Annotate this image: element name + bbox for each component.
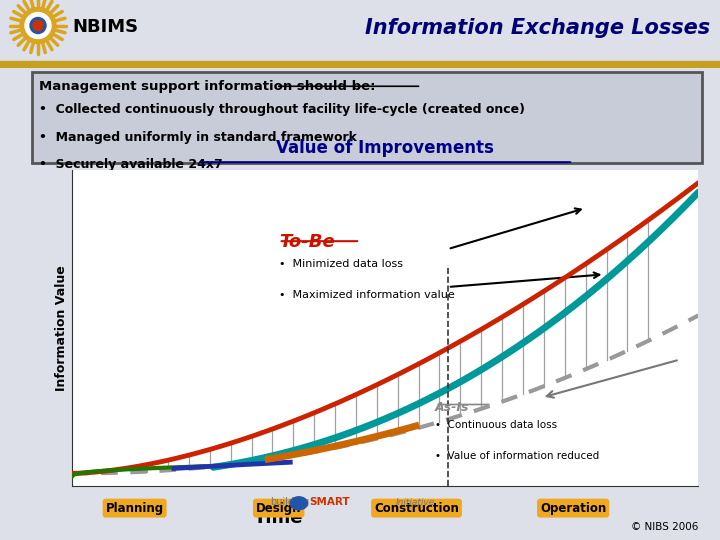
Text: Value of Improvements: Value of Improvements <box>276 139 494 158</box>
Text: As-Is: As-Is <box>436 401 470 414</box>
Y-axis label: Information Value: Information Value <box>55 265 68 391</box>
Text: Construction: Construction <box>374 502 459 515</box>
Text: NBIMS: NBIMS <box>72 18 138 37</box>
Text: Operation: Operation <box>540 502 606 515</box>
Text: Information Exchange Losses: Information Exchange Losses <box>365 17 710 37</box>
Text: •  Continuous data loss: • Continuous data loss <box>436 420 557 430</box>
Circle shape <box>20 8 56 44</box>
Circle shape <box>33 21 43 30</box>
Text: •  Managed uniformly in standard framework: • Managed uniformly in standard framewor… <box>39 131 357 144</box>
Text: Time: Time <box>254 509 303 526</box>
FancyBboxPatch shape <box>32 72 702 163</box>
Text: Planning: Planning <box>106 502 163 515</box>
Text: •  Maximized information value: • Maximized information value <box>279 290 454 300</box>
Circle shape <box>30 17 46 33</box>
Text: •  Minimized data loss: • Minimized data loss <box>279 259 402 268</box>
Bar <box>0 60 720 68</box>
Text: Design: Design <box>256 502 302 515</box>
Text: SMART: SMART <box>310 497 350 507</box>
Circle shape <box>25 12 51 38</box>
Text: •  Collected continuously throughout facility life-cycle (created once): • Collected continuously throughout faci… <box>39 103 525 116</box>
Text: •  Securely available 24x7: • Securely available 24x7 <box>39 158 222 171</box>
Text: Management support information should be:: Management support information should be… <box>39 80 375 93</box>
Text: Initiative: Initiative <box>396 498 436 507</box>
Text: © NIBS 2006: © NIBS 2006 <box>631 522 698 532</box>
Text: •  Value of information reduced: • Value of information reduced <box>436 451 600 461</box>
Text: To-Be: To-Be <box>279 233 335 251</box>
Text: building: building <box>270 497 310 507</box>
